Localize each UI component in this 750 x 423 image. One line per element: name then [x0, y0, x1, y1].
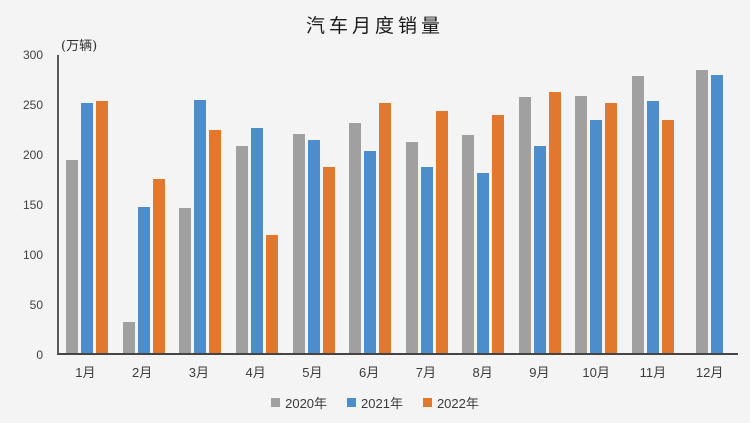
- legend-label: 2020年: [285, 396, 328, 411]
- bar-2020年-9月: [518, 97, 531, 353]
- bar-2022年-3月: [209, 130, 222, 353]
- bar-2021年-4月: [251, 128, 264, 353]
- bar-2022年-1月: [96, 101, 109, 353]
- bar-2021年-10月: [590, 120, 603, 353]
- bar-group-1月: [59, 55, 116, 353]
- bar-group-11月: [625, 55, 682, 353]
- bar-group-2月: [116, 55, 173, 353]
- x-axis-label-2月: 2月: [132, 365, 153, 380]
- bar-2020年-6月: [349, 123, 362, 353]
- legend-swatch-icon: [271, 398, 281, 407]
- x-axis-label-6月: 6月: [359, 365, 380, 380]
- bar-2021年-2月: [137, 207, 150, 353]
- y-axis-ticks: 0 50 100 150 200 250 300: [0, 48, 50, 362]
- bar-2021年-7月: [420, 167, 433, 353]
- x-axis-labels: 1月 2月 3月 4月 5月 6月 7月 8月 9月 10月 11月 12月: [57, 362, 738, 381]
- bar-group-8月: [455, 55, 512, 353]
- x-axis-label-5月: 5月: [302, 365, 323, 380]
- bar-2020年-10月: [575, 96, 588, 353]
- bar-2020年-2月: [122, 322, 135, 353]
- y-tick-label: 200: [22, 148, 43, 162]
- bar-2021年-1月: [81, 103, 94, 353]
- bar-2022年-7月: [435, 111, 448, 353]
- x-axis-label-8月: 8月: [472, 365, 493, 380]
- bar-2022年-2月: [152, 179, 165, 353]
- y-tick-label: 0: [36, 348, 43, 362]
- bar-group-12月: [681, 55, 738, 353]
- bar-group-9月: [512, 55, 569, 353]
- x-axis-label-11月: 11月: [639, 365, 667, 380]
- bar-group-4月: [229, 55, 286, 353]
- bar-2020年-11月: [632, 76, 645, 353]
- legend-swatch-icon: [422, 398, 432, 407]
- x-axis-label-3月: 3月: [188, 365, 209, 380]
- x-axis-label-12月: 12月: [695, 365, 724, 380]
- bar-2021年-11月: [647, 101, 660, 353]
- legend-item-2022年: 2022年: [422, 393, 479, 412]
- legend-item-2020年: 2020年: [271, 393, 327, 412]
- bar-2020年-8月: [462, 135, 475, 353]
- bar-2022年-4月: [266, 235, 279, 353]
- y-tick-label: 50: [29, 298, 43, 312]
- y-tick-label: 100: [22, 248, 43, 262]
- bar-2021年-3月: [194, 100, 207, 353]
- bar-group-6月: [342, 55, 399, 353]
- bar-2021年-5月: [307, 140, 320, 353]
- bar-2020年-1月: [66, 160, 79, 353]
- bar-2020年-3月: [179, 208, 192, 353]
- bar-group-7月: [398, 55, 455, 353]
- x-axis-label-9月: 9月: [529, 365, 550, 380]
- bar-2021年-6月: [364, 151, 377, 353]
- bar-2021年-9月: [533, 146, 546, 353]
- bar-2022年-6月: [379, 103, 392, 353]
- bar-group-3月: [172, 55, 229, 353]
- chart-title: 汽车月度销量: [305, 15, 444, 37]
- bar-2022年-9月: [548, 92, 561, 353]
- legend-swatch-icon: [347, 398, 357, 407]
- bar-2022年-10月: [605, 103, 618, 353]
- legend-item-2021年: 2021年: [347, 393, 403, 412]
- bar-2020年-7月: [405, 142, 418, 353]
- legend-label: 2022年: [436, 396, 479, 411]
- bar-group-10月: [568, 55, 625, 353]
- legend-label: 2021年: [361, 396, 403, 411]
- bar-2021年-8月: [477, 173, 490, 353]
- x-axis-label-7月: 7月: [415, 365, 436, 380]
- y-axis-unit-label: (万辆): [61, 39, 98, 54]
- bar-2021年-12月: [711, 75, 724, 353]
- x-axis-label-1月: 1月: [75, 365, 96, 380]
- legend: 2020年 2021年 2022年: [0, 393, 750, 412]
- y-tick-label: 300: [22, 48, 43, 62]
- bar-2020年-5月: [292, 134, 305, 353]
- bar-2022年-8月: [492, 115, 505, 353]
- y-tick-label: 250: [22, 98, 43, 112]
- y-tick-label: 150: [22, 198, 43, 212]
- x-axis-label-4月: 4月: [245, 365, 266, 380]
- bar-2022年-5月: [322, 167, 335, 353]
- bar-2022年-11月: [662, 120, 675, 353]
- bar-2020年-4月: [236, 146, 249, 353]
- plot-area: [57, 55, 738, 355]
- x-axis-label-10月: 10月: [582, 365, 610, 380]
- bar-2020年-12月: [696, 70, 709, 353]
- bar-group-5月: [285, 55, 342, 353]
